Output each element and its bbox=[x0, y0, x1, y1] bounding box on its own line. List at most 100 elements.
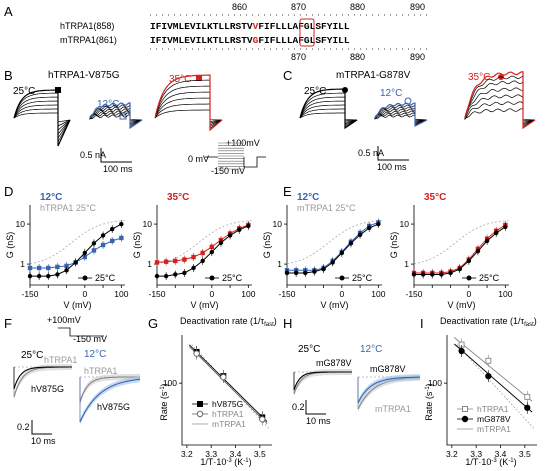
e-left-data-point bbox=[339, 250, 345, 256]
i-data-point bbox=[458, 347, 465, 355]
d-left-data-point bbox=[64, 263, 69, 269]
e-left-legend-label: 25°C bbox=[352, 273, 373, 283]
e-right-reference-curve bbox=[413, 220, 510, 265]
g-xtick-label: 3.2 bbox=[181, 449, 193, 459]
h-trace-mut-25 bbox=[293, 371, 352, 391]
f-mut-label-25: hV875G bbox=[31, 384, 64, 394]
f-trace-wt-12 bbox=[79, 376, 140, 403]
e-left-data-point bbox=[284, 270, 290, 276]
a-m-label: mTRPA1(861) bbox=[60, 35, 117, 45]
i-legend-marker bbox=[462, 406, 468, 412]
current-trace bbox=[154, 79, 223, 129]
current-trace bbox=[374, 106, 428, 125]
i-legend-label: mTRPA1 bbox=[477, 424, 511, 434]
i-title: Deactivation rate (1/τfast) bbox=[440, 316, 537, 328]
panel-h: 25°C 12°C mG878V mG878V mTRPA1 0.2 10 ms bbox=[292, 344, 420, 426]
current-trace bbox=[464, 75, 536, 128]
panel-letter-f: F bbox=[4, 316, 12, 331]
a-top-tick-890: 890 bbox=[410, 2, 425, 12]
f-wt-label-12: hTRPA1 bbox=[84, 366, 117, 376]
c-title: mTRPA1-G878V bbox=[336, 70, 411, 81]
h-mut-label-25: mG878V bbox=[316, 358, 352, 368]
d-right-plot: -150 0 100 1 10 V (mV) G (nS) 25°C bbox=[132, 205, 256, 310]
d-left-temp: 12°C bbox=[40, 192, 62, 203]
b-scale-time: 100 ms bbox=[103, 164, 133, 174]
c-scale-time: 100 ms bbox=[377, 162, 407, 172]
e-right-data-point bbox=[457, 266, 462, 272]
e-left-data-point bbox=[376, 221, 381, 227]
e-right-data-point bbox=[448, 270, 453, 276]
g-xtick-label: 3.5 bbox=[254, 449, 266, 459]
current-trace bbox=[464, 108, 536, 121]
panel-f: +100mV -150 mV 25°C 12°C hTRPA1 hTRPA1 h… bbox=[13, 315, 141, 446]
c-traces-35 bbox=[464, 71, 536, 130]
current-trace bbox=[374, 104, 428, 126]
h-wt-label-12: mTRPA1 bbox=[375, 404, 411, 414]
current-trace bbox=[89, 104, 143, 128]
i-legend-label: mG878V bbox=[477, 414, 511, 424]
e-left-data-point bbox=[348, 241, 354, 246]
current-trace bbox=[89, 108, 143, 125]
e-right-xtick-label: 100 bbox=[498, 289, 512, 299]
current-trace bbox=[299, 104, 358, 123]
i-legend-marker bbox=[461, 415, 469, 423]
current-trace bbox=[154, 74, 223, 132]
h-temp-25: 25°C bbox=[298, 344, 320, 355]
f-temp-25: 25°C bbox=[21, 350, 43, 361]
c-scale-bar bbox=[377, 146, 409, 161]
e-right-legend-label: 25°C bbox=[479, 273, 500, 283]
h-scale-x: 10 ms bbox=[306, 416, 331, 426]
b-traces-12 bbox=[89, 102, 143, 130]
f-trace-mut-12-band bbox=[80, 376, 140, 425]
a-h-sequence: IFIVMLEVILKTLLRSTVVFIFLLLAFGLSFYILL bbox=[150, 21, 350, 32]
e-right-temp: 35°C bbox=[424, 192, 446, 203]
current-trace bbox=[299, 92, 358, 128]
i-xtick-label: 3.2 bbox=[446, 449, 458, 459]
current-trace bbox=[299, 96, 358, 126]
d-right-xlabel: V (mV) bbox=[191, 300, 219, 310]
d-right-data-point bbox=[154, 273, 160, 279]
e-right-data-point bbox=[475, 248, 481, 254]
g-data-point bbox=[259, 416, 266, 423]
current-trace bbox=[299, 88, 358, 130]
b-temp-12: 12°C bbox=[97, 99, 119, 110]
f-trace-wt-25-band bbox=[14, 364, 72, 400]
d-left-data-point bbox=[82, 254, 88, 260]
g-data-point bbox=[193, 350, 200, 357]
current-trace bbox=[374, 108, 428, 124]
e-left-ylabel: G (nS) bbox=[262, 232, 272, 259]
f-trace-wt-12-band bbox=[80, 374, 140, 405]
h-temp-12: 12°C bbox=[360, 344, 382, 355]
e-left-temp: 12°C bbox=[297, 192, 319, 203]
h-trace-wt-25-band bbox=[294, 369, 352, 397]
g-data-point bbox=[220, 373, 227, 381]
e-left-xtick-label: 0 bbox=[339, 289, 344, 299]
g-axes bbox=[181, 335, 272, 446]
g-legend-label: hTRPA1 bbox=[212, 409, 244, 419]
protocol-v-base: 0 mV bbox=[188, 154, 209, 164]
d-right-data-point bbox=[163, 259, 169, 264]
d-right-data-point bbox=[182, 257, 187, 262]
current-trace bbox=[464, 87, 536, 125]
e-left-xlabel: V (mV) bbox=[321, 300, 349, 310]
b-scale-bar bbox=[100, 148, 132, 163]
e-right-data-point bbox=[411, 272, 417, 277]
current-trace bbox=[299, 112, 358, 121]
i-data-point bbox=[485, 357, 492, 364]
current-trace bbox=[13, 96, 71, 140]
d-left-xtick-label: -150 bbox=[21, 289, 38, 299]
d-right-data-point bbox=[200, 250, 205, 256]
c-temp-12: 12°C bbox=[380, 88, 402, 99]
d-left-data-point bbox=[82, 250, 88, 256]
d-right-xtick-label: -150 bbox=[148, 289, 165, 299]
e-right-xtick-label: 0 bbox=[466, 289, 471, 299]
current-trace bbox=[13, 112, 71, 123]
d-right-ylabel: G (nS) bbox=[132, 232, 142, 259]
a-highlight-box bbox=[299, 18, 315, 47]
f-protocol bbox=[58, 327, 104, 337]
a-top-tick-870: 870 bbox=[291, 2, 306, 12]
d-left-data-point bbox=[73, 260, 78, 265]
current-trace bbox=[89, 102, 143, 130]
